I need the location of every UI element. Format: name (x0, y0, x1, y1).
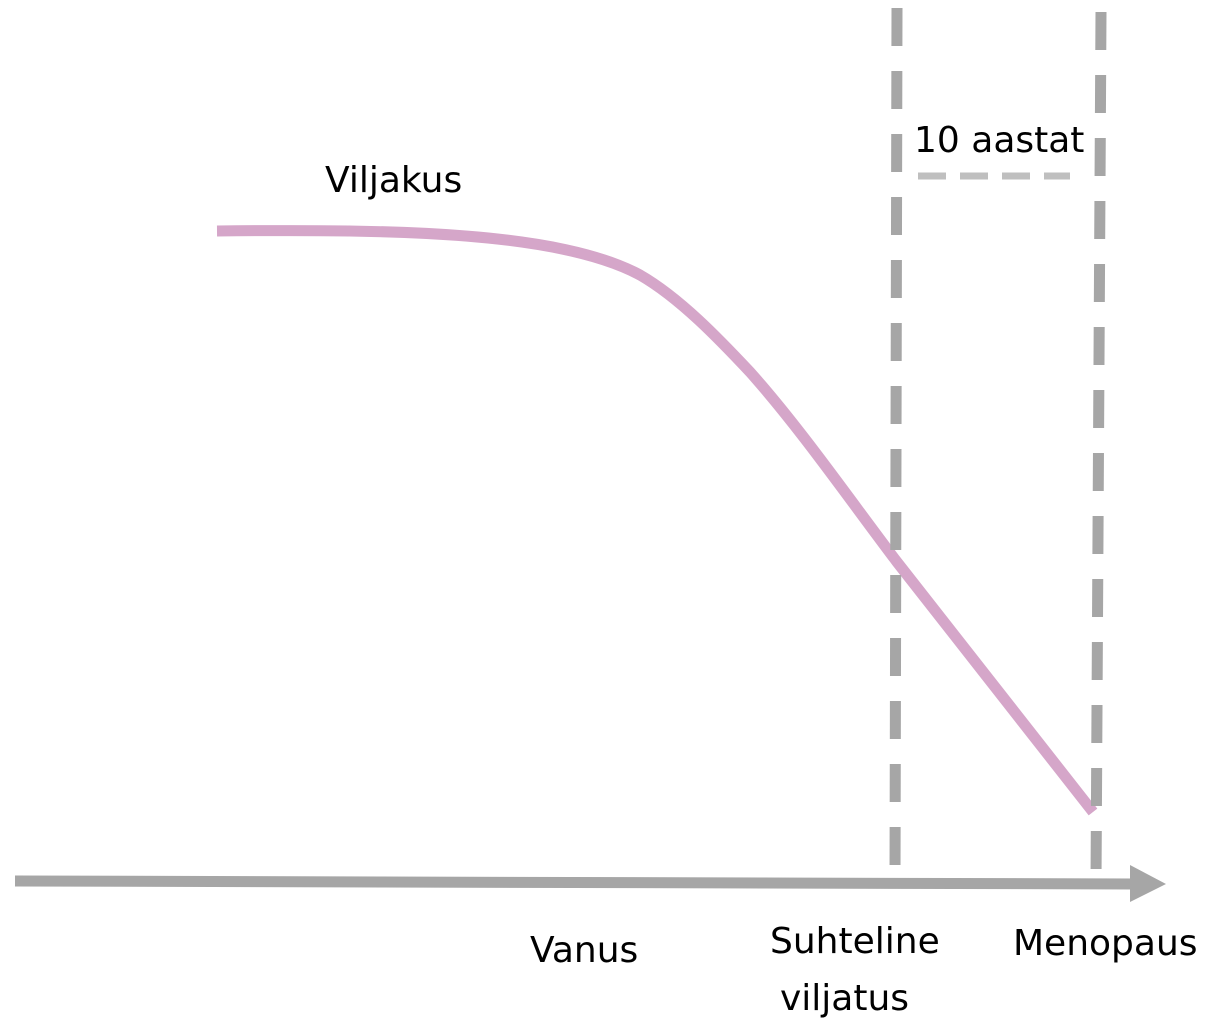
axis-arrow (1130, 865, 1166, 902)
menopause-label: Menopaus (1013, 923, 1198, 964)
relative-infertility-line (889, 7, 903, 883)
relative-infertility-label: viljatus (780, 978, 909, 1019)
age-axis (14, 875, 1136, 890)
relative-infertility-label: Suhteline (770, 921, 940, 962)
curve-label: Viljakus (325, 160, 462, 201)
fertility-curve (216, 225, 1098, 816)
interval-label: 10 aastat (914, 120, 1084, 161)
axis-label: Vanus (530, 930, 638, 971)
menopause-line (1090, 11, 1107, 883)
